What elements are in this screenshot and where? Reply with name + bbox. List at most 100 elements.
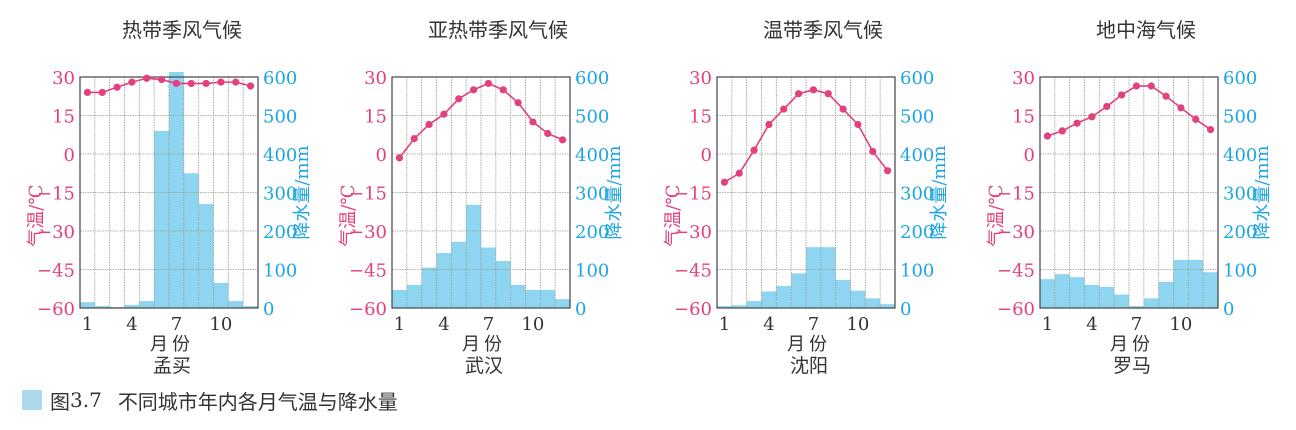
- temperature-point: [410, 135, 418, 143]
- temperature-point: [765, 120, 773, 129]
- city-label: 孟买: [153, 355, 191, 377]
- precipitation-bars: [1040, 259, 1218, 308]
- precipitation-bar: [198, 204, 214, 308]
- x-axis-label: 月份: [462, 334, 506, 355]
- precipitation-bar: [421, 267, 437, 308]
- precipitation-bar: [1129, 306, 1144, 308]
- temp-tick-label: 30: [52, 68, 75, 89]
- figure-number: 3.7: [70, 388, 102, 412]
- temperature-point: [1117, 91, 1126, 99]
- month-tick-label: 1: [82, 314, 93, 335]
- grid: [717, 77, 895, 308]
- precip-tick-label: 500: [263, 107, 297, 128]
- precip-tick-label: 0: [1223, 299, 1234, 320]
- temp-tick-label: −45: [997, 261, 1035, 282]
- precipitation-bar: [791, 273, 806, 308]
- chart-svg: 30 15 0 −15 −30 −45 −60 600 500 400 300 200 100 0 1 4 7 1…: [986, 68, 1273, 377]
- temp-tick-label: −30: [37, 222, 75, 243]
- precipitation-bar: [1069, 277, 1085, 308]
- precip-axis-label: 降水量/mm: [929, 145, 950, 239]
- precip-tick-label: 400: [263, 145, 297, 166]
- temperature-point: [232, 78, 240, 86]
- precip-tick-label: 300: [575, 184, 609, 205]
- month-tick-label: 1: [394, 314, 405, 335]
- temperature-point: [1073, 119, 1081, 127]
- precipitation-bar: [1099, 286, 1115, 308]
- month-tick-label: 10: [209, 314, 232, 335]
- plot-frame: [1039, 76, 1219, 309]
- precipitation-bar: [1054, 274, 1070, 308]
- precip-axis-label: 降水量/mm: [1252, 145, 1273, 239]
- precip-tick-label: 100: [1223, 261, 1257, 282]
- precipitation-bar: [835, 279, 851, 308]
- temperature-point: [1177, 104, 1185, 112]
- temp-tick-label: −60: [349, 299, 387, 320]
- temperature-point: [720, 178, 729, 186]
- temperature-point: [202, 79, 210, 88]
- precip-tick-label: 200: [900, 222, 934, 243]
- temperature-point: [529, 118, 537, 126]
- temperature-point: [98, 88, 106, 96]
- temperature-point: [187, 79, 195, 88]
- temperature-point: [425, 120, 433, 129]
- chart-rome: 地中海气候 30 15 0 −15 −30 −45 −60 600 500 400 300 200 10…: [984, 0, 1296, 380]
- precipitation-bar: [510, 284, 526, 308]
- temperature-line: [724, 89, 889, 183]
- precipitation-bar: [154, 130, 169, 308]
- precipitation-bar: [481, 247, 496, 308]
- precipitation-bar: [806, 247, 821, 308]
- precip-tick-label: 400: [575, 145, 609, 166]
- temperature-point: [544, 129, 552, 138]
- temperature-point: [217, 78, 225, 86]
- precipitation-bar: [169, 72, 184, 308]
- city-label: 罗马: [1113, 355, 1151, 377]
- temp-tick-label: 30: [689, 68, 712, 89]
- temperature-point: [172, 79, 181, 88]
- temp-tick-label: −60: [997, 299, 1035, 320]
- x-axis-label: 月份: [1110, 334, 1154, 355]
- temperature-point: [1162, 92, 1170, 100]
- precipitation-bar: [392, 289, 407, 308]
- chart-shenyang: 温带季风气候 30 15 0 −15 −30 −45 −60 600 500 400 300 200 1…: [661, 0, 985, 380]
- temperature-point: [157, 75, 166, 84]
- precipitation-bar: [139, 301, 155, 308]
- month-tick-label: 10: [846, 314, 869, 335]
- temp-tick-label: 30: [1012, 68, 1035, 89]
- temperature-point: [1103, 102, 1111, 111]
- month-tick-label: 4: [438, 314, 449, 335]
- temp-tick-label: −60: [674, 299, 712, 320]
- temperature-point: [794, 90, 803, 98]
- temperature-point: [1147, 82, 1155, 90]
- figure-label: 图: [50, 389, 70, 414]
- chart-title: 地中海气候: [1096, 18, 1196, 42]
- temperature-point: [824, 90, 832, 98]
- precipitation-bar: [406, 284, 422, 308]
- chart-title: 温带季风气候: [763, 18, 883, 42]
- precipitation-bar: [228, 301, 244, 308]
- precip-tick-label: 200: [263, 222, 297, 243]
- precipitation-bar: [1188, 259, 1204, 308]
- temperature-point: [440, 110, 448, 118]
- precipitation-bar: [746, 301, 762, 308]
- precipitation-bar: [865, 298, 881, 308]
- precipitation-bar: [555, 299, 570, 308]
- temp-tick-label: −30: [349, 222, 387, 243]
- temperature-point: [735, 169, 743, 177]
- temperature-point: [1132, 82, 1141, 90]
- temperature-point: [395, 154, 404, 162]
- precipitation-bar: [1143, 298, 1159, 308]
- plot-frame: [391, 76, 571, 309]
- precipitation-bar: [1158, 281, 1174, 308]
- chart-svg: 30 15 0 −15 −30 −45 −60 600 500 400 300 200 100 0 1 4 7 1…: [663, 68, 950, 377]
- precip-tick-label: 100: [575, 261, 609, 282]
- x-axis-label: 月份: [150, 334, 194, 355]
- precipitation-bar: [124, 304, 140, 308]
- precip-tick-label: 300: [263, 184, 297, 205]
- temp-tick-label: 0: [1024, 145, 1035, 166]
- precipitation-bar: [436, 252, 452, 308]
- chart-wuhan: 亚热带季风气候 30 15 0 −15 −30 −45 −60 600 500 400 300 200…: [336, 0, 660, 380]
- temp-tick-label: 15: [1012, 107, 1035, 128]
- precipitation-bar: [1173, 259, 1189, 308]
- precip-tick-label: 400: [900, 145, 934, 166]
- precip-tick-label: 400: [1223, 145, 1257, 166]
